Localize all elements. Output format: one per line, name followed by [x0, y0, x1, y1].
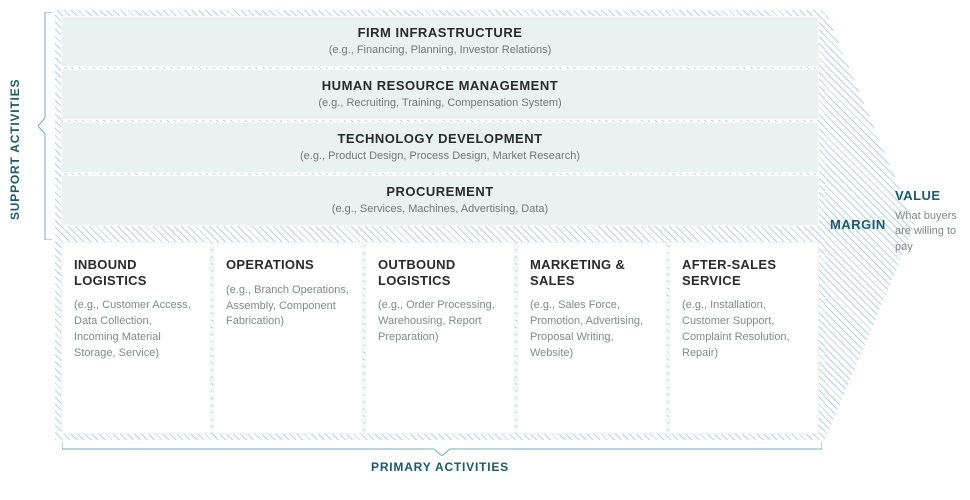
support-firm-infrastructure: FIRM INFRASTRUCTURE (e.g., Financing, Pl…	[61, 16, 819, 67]
primary-desc: (e.g., Order Processing, Warehousing, Re…	[378, 298, 502, 346]
value-title: VALUE	[895, 188, 970, 203]
support-activities: FIRM INFRASTRUCTURE (e.g., Financing, Pl…	[61, 16, 819, 228]
support-title: PROCUREMENT	[72, 184, 808, 199]
margin-label: MARGIN	[830, 217, 886, 232]
primary-operations: OPERATIONS (e.g., Branch Operations, Ass…	[213, 242, 363, 434]
primary-marketing-sales: MARKETING & SALES (e.g., Sales Force, Pr…	[517, 242, 667, 434]
support-title: TECHNOLOGY DEVELOPMENT	[72, 131, 808, 146]
primary-bracket	[62, 442, 822, 456]
value-callout: VALUE What buyers are willing to pay	[895, 188, 970, 255]
support-technology-development: TECHNOLOGY DEVELOPMENT (e.g., Product De…	[61, 122, 819, 173]
primary-title: INBOUND LOGISTICS	[74, 257, 198, 288]
support-title: FIRM INFRASTRUCTURE	[72, 25, 808, 40]
primary-inbound-logistics: INBOUND LOGISTICS (e.g., Customer Access…	[61, 242, 211, 434]
primary-title: MARKETING & SALES	[530, 257, 654, 288]
support-activities-label: SUPPORT ACTIVITIES	[8, 79, 22, 220]
primary-activities: INBOUND LOGISTICS (e.g., Customer Access…	[61, 242, 819, 434]
support-desc: (e.g., Financing, Planning, Investor Rel…	[72, 44, 808, 56]
support-desc: (e.g., Recruiting, Training, Compensatio…	[72, 97, 808, 109]
primary-title: OPERATIONS	[226, 257, 350, 273]
support-title: HUMAN RESOURCE MANAGEMENT	[72, 78, 808, 93]
primary-activities-label: PRIMARY ACTIVITIES	[0, 460, 880, 474]
primary-title: OUTBOUND LOGISTICS	[378, 257, 502, 288]
primary-desc: (e.g., Customer Access, Data Collection,…	[74, 298, 198, 362]
primary-desc: (e.g., Sales Force, Promotion, Advertisi…	[530, 298, 654, 362]
primary-desc: (e.g., Installation, Customer Support, C…	[682, 298, 806, 362]
primary-title: AFTER-SALES SERVICE	[682, 257, 806, 288]
value-desc: What buyers are willing to pay	[895, 209, 970, 255]
primary-desc: (e.g., Branch Operations, Assembly, Comp…	[226, 283, 350, 331]
primary-after-sales-service: AFTER-SALES SERVICE (e.g., Installation,…	[669, 242, 819, 434]
support-desc: (e.g., Services, Machines, Advertising, …	[72, 203, 808, 215]
support-bracket	[38, 12, 52, 240]
support-hr-management: HUMAN RESOURCE MANAGEMENT (e.g., Recruit…	[61, 69, 819, 120]
support-procurement: PROCUREMENT (e.g., Services, Machines, A…	[61, 175, 819, 226]
primary-outbound-logistics: OUTBOUND LOGISTICS (e.g., Order Processi…	[365, 242, 515, 434]
support-desc: (e.g., Product Design, Process Design, M…	[72, 150, 808, 162]
value-chain-arrow: FIRM INFRASTRUCTURE (e.g., Financing, Pl…	[55, 10, 885, 440]
